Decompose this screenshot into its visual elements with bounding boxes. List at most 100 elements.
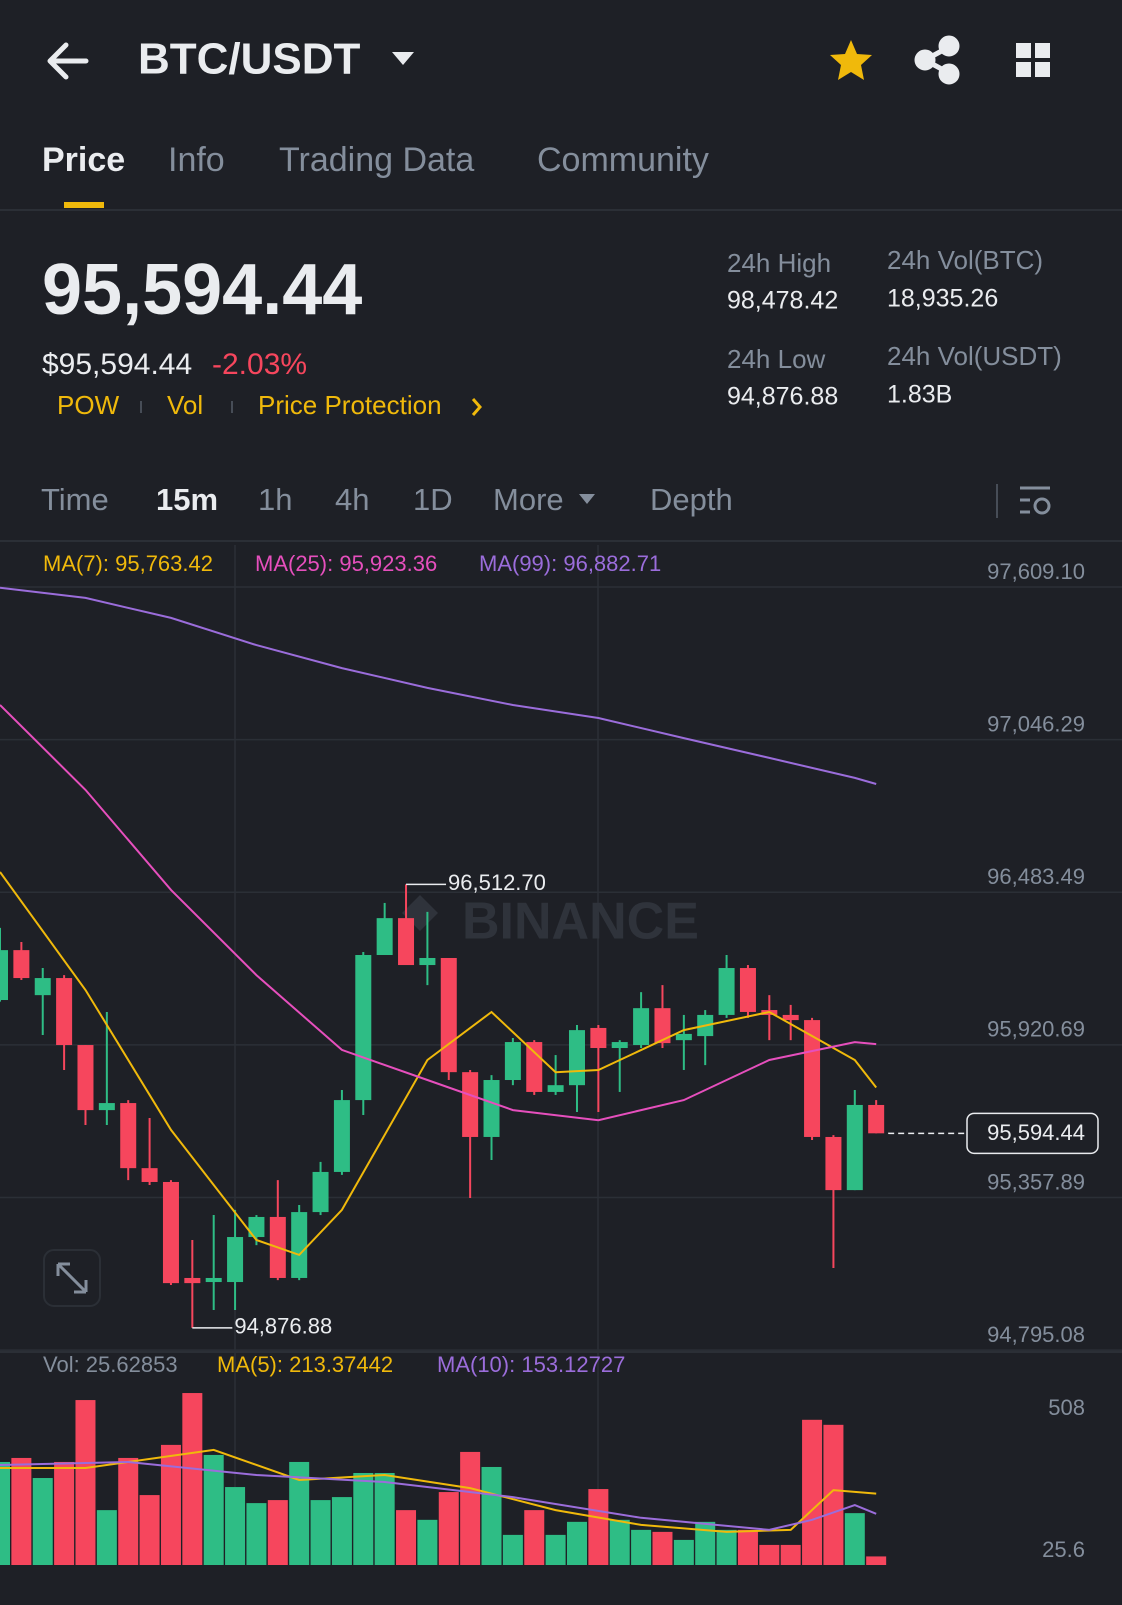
y-tick-label: 95,920.69: [987, 1017, 1085, 1042]
volume-ma-legend: MA(5): 213.37442: [217, 1352, 393, 1377]
volume-bar: [866, 1556, 887, 1565]
pair-dropdown[interactable]: [392, 52, 414, 65]
more-dropdown[interactable]: [579, 494, 595, 504]
candle-body: [675, 1033, 692, 1041]
annotation-label: 94,876.88: [234, 1314, 332, 1339]
candle-body: [483, 1080, 500, 1137]
volume-bar: [673, 1539, 694, 1565]
tag[interactable]: Price Protection: [258, 390, 442, 420]
y-tick-label: 25.6: [1042, 1537, 1085, 1562]
volume-bar: [737, 1529, 758, 1565]
interval[interactable]: More: [493, 482, 564, 517]
ma-legend: MA(7): 95,763.42: [43, 551, 213, 576]
volume-bar: [695, 1521, 716, 1565]
candle-body: [868, 1104, 885, 1134]
candle-body: [205, 1277, 222, 1283]
volume-bar: [289, 1461, 310, 1565]
candle-body: [718, 968, 735, 1015]
interval[interactable]: 1D: [413, 482, 453, 517]
volume-bar: [545, 1534, 566, 1565]
candle-body: [804, 1020, 821, 1137]
volume-bar: [11, 1457, 32, 1565]
y-tick-label: 97,046.29: [987, 711, 1085, 736]
candle-body: [654, 1008, 671, 1044]
pair-title[interactable]: BTC/USDT: [138, 35, 361, 84]
candle-body: [98, 1103, 115, 1111]
volume-bar: [182, 1393, 203, 1565]
tab[interactable]: Community: [537, 141, 709, 179]
candle-body: [398, 918, 415, 966]
candle-body: [376, 918, 393, 956]
annotation-label: 96,512.70: [448, 870, 546, 895]
interval[interactable]: 4h: [335, 482, 369, 517]
interval[interactable]: Time: [41, 482, 109, 517]
volume-bar: [54, 1461, 75, 1565]
ma-line: [0, 871, 877, 1257]
volume-bar: [502, 1534, 523, 1565]
candle-body: [782, 1014, 799, 1021]
volume-bar: [417, 1519, 438, 1565]
tab[interactable]: Price: [42, 141, 125, 179]
volume-bar: [481, 1466, 502, 1565]
ma-legend: MA(25): 95,923.36: [255, 551, 437, 576]
price-change: -2.03%: [212, 348, 307, 381]
volume-bar: [32, 1478, 53, 1565]
watermark: BINANCE: [462, 893, 699, 951]
volume-bar: [631, 1529, 652, 1565]
interval[interactable]: Depth: [650, 482, 733, 517]
candle-body: [312, 1171, 329, 1213]
ma-legend: MA(99): 96,882.71: [479, 551, 661, 576]
stat-value: 98,478.42: [727, 287, 838, 315]
volume-bar: [203, 1454, 224, 1565]
candle-body: [333, 1100, 350, 1172]
candle-body: [419, 957, 436, 966]
volume-bar: [225, 1487, 246, 1565]
volume-bar: [246, 1503, 267, 1565]
candle-body: [568, 1030, 585, 1086]
back-button[interactable]: [47, 42, 89, 80]
candle-body: [355, 955, 372, 1101]
favorite-star[interactable]: [830, 40, 872, 80]
stat-label: 24h Low: [727, 344, 826, 374]
candle-body: [440, 957, 457, 1073]
volume-bar: [160, 1444, 181, 1565]
candle-body: [120, 1103, 137, 1169]
expand-button[interactable]: [43, 1249, 101, 1307]
y-tick-label: 95,357.89: [987, 1169, 1085, 1194]
last-price: 95,594.44: [42, 250, 362, 330]
ma-line: [0, 704, 877, 1122]
tag[interactable]: Vol: [167, 390, 203, 420]
candle-body: [846, 1104, 863, 1191]
candle-body: [547, 1085, 564, 1092]
stat-label: 24h Vol(BTC): [887, 245, 1043, 275]
volume-bar: [139, 1495, 160, 1565]
share-button[interactable]: [914, 35, 960, 85]
chart-settings[interactable]: [1020, 486, 1051, 515]
last-price-box: [966, 1112, 1099, 1155]
interval[interactable]: 15m: [156, 482, 218, 517]
volume-ma-line: [0, 1460, 877, 1531]
candle-body: [141, 1168, 158, 1182]
candle-body: [13, 950, 30, 979]
interval[interactable]: 1h: [258, 482, 292, 517]
tab[interactable]: Info: [168, 141, 225, 179]
candle-body: [77, 1045, 94, 1111]
volume-bar: [118, 1457, 139, 1565]
stat-value: 1.83B: [887, 381, 952, 409]
candle-body: [0, 950, 8, 1001]
y-tick-label: 97,609.10: [987, 559, 1085, 584]
candle-body: [590, 1027, 607, 1049]
volume-bar: [780, 1544, 801, 1565]
volume-bar: [524, 1510, 545, 1565]
candle-body: [248, 1216, 265, 1238]
volume-bar: [566, 1521, 587, 1565]
tag[interactable]: POW: [57, 390, 120, 420]
candle-body: [739, 968, 756, 1012]
stat-label: 24h Vol(USDT): [887, 341, 1062, 371]
tab[interactable]: Trading Data: [279, 141, 474, 179]
layout-button[interactable]: [1016, 43, 1050, 77]
stat-value: 94,876.88: [727, 383, 838, 411]
candle-body: [291, 1212, 308, 1278]
volume-bar: [823, 1424, 844, 1565]
y-tick-label: 94,795.08: [987, 1322, 1085, 1347]
